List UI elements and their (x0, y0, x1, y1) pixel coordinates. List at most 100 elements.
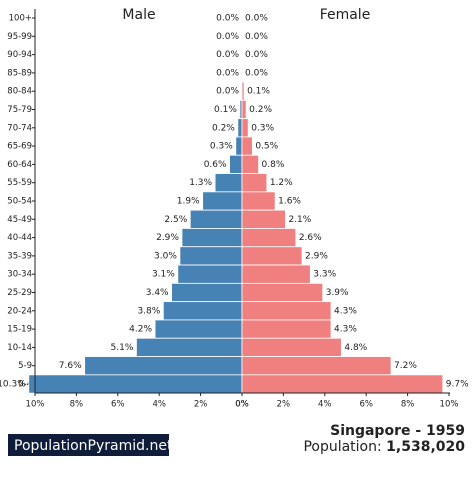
value-label: 3.1% (152, 270, 175, 280)
value-label: 4.3% (334, 325, 357, 335)
bar (84, 356, 243, 376)
bar (136, 337, 243, 357)
y-tick-label: 20-24 (7, 306, 32, 316)
y-tick-label: 5-9 (18, 361, 32, 371)
bar (241, 118, 249, 138)
bar (179, 246, 243, 266)
value-label: 7.2% (394, 361, 417, 371)
x-tick-label: 0% (235, 400, 249, 410)
value-label: 1.6% (278, 197, 301, 207)
y-tick-label: 0-4 (18, 380, 32, 390)
value-label: 0.0% (216, 50, 239, 60)
bar (241, 282, 324, 303)
bar (241, 154, 259, 174)
value-label: 10.3% (0, 380, 26, 390)
value-label: 0.5% (255, 142, 278, 152)
value-label: 1.9% (177, 197, 200, 207)
value-label: 2.9% (156, 233, 179, 243)
y-tick-label: 40-44 (7, 233, 32, 243)
x-tick-label: 2% (194, 400, 208, 410)
bar (28, 374, 243, 394)
y-tick-label: 35-39 (7, 251, 32, 261)
value-label: 0.0% (245, 32, 268, 42)
value-label: 2.6% (299, 233, 322, 243)
y-tick-label: 65-69 (7, 142, 32, 152)
x-tick-label: 0% (235, 400, 249, 410)
x-tick-label: 10% (440, 400, 459, 410)
value-label: 0.1% (214, 105, 237, 115)
x-tick-label: 2% (277, 400, 291, 410)
bar (241, 209, 286, 229)
y-tick-label: 100+ (9, 14, 32, 24)
male-title: Male (122, 7, 155, 23)
x-tick-label: 10% (26, 400, 45, 410)
bar (241, 319, 332, 339)
bar (202, 191, 243, 211)
bar (241, 337, 342, 357)
bar (241, 191, 276, 211)
y-tick-label: 30-34 (7, 270, 32, 280)
population-value: 1,538,020 (386, 439, 465, 455)
value-label: 0.1% (247, 87, 270, 97)
bar (181, 228, 243, 248)
bar (154, 319, 243, 339)
bar (189, 209, 243, 229)
value-label: 2.1% (288, 215, 311, 225)
y-tick-label: 10-14 (7, 343, 32, 353)
value-label: 0.3% (210, 142, 233, 152)
value-label: 3.9% (326, 288, 349, 298)
x-tick-label: 8% (70, 400, 84, 410)
bar (241, 99, 247, 120)
value-label: 1.2% (270, 178, 293, 188)
bar (241, 374, 444, 394)
value-label: 0.0% (216, 14, 239, 24)
value-label: 7.6% (59, 361, 82, 371)
value-label: 0.2% (249, 105, 272, 115)
bar (162, 301, 243, 321)
value-label: 0.0% (245, 50, 268, 60)
value-label: 3.4% (146, 288, 169, 298)
bar (241, 246, 303, 266)
y-tick-label: 85-89 (7, 68, 32, 78)
value-label: 4.3% (334, 306, 357, 316)
bar (237, 118, 243, 138)
value-label: 0.0% (216, 68, 239, 78)
value-label: 4.2% (129, 325, 152, 335)
y-tick-label: 60-64 (7, 160, 32, 170)
x-tick-label: 4% (152, 400, 166, 410)
value-label: 3.8% (137, 306, 160, 316)
population-label: Population: (303, 439, 381, 455)
y-tick-label: 25-29 (7, 288, 32, 298)
brand-box (8, 434, 169, 456)
x-tick-label: 4% (318, 400, 332, 410)
x-tick-label: 8% (401, 400, 415, 410)
bar (241, 81, 245, 101)
bar (241, 264, 311, 284)
value-label: 0.0% (216, 32, 239, 42)
value-label: 1.3% (189, 178, 212, 188)
y-tick-label: 70-74 (7, 123, 32, 133)
y-tick-label: 90-94 (7, 50, 32, 60)
y-tick-label: 55-59 (7, 178, 32, 188)
value-label: 0.3% (251, 123, 274, 133)
y-tick-label: 45-49 (7, 215, 32, 225)
value-label: 0.8% (262, 160, 285, 170)
female-title: Female (320, 7, 371, 23)
value-label: 0.0% (216, 87, 239, 97)
bar (241, 228, 297, 248)
value-label: 3.3% (313, 270, 336, 280)
bar (241, 173, 268, 193)
bar (241, 301, 332, 321)
value-label: 0.0% (245, 14, 268, 24)
value-label: 2.9% (305, 251, 328, 261)
bar (214, 173, 243, 193)
y-tick-label: 75-79 (7, 105, 32, 115)
value-label: 0.0% (245, 68, 268, 78)
value-label: 3.0% (154, 251, 177, 261)
footer-title: Singapore - 1959 (330, 423, 465, 439)
footer-population: Population: 1,538,020 (303, 439, 465, 455)
value-label: 0.6% (204, 160, 227, 170)
x-tick-label: 6% (111, 400, 125, 410)
value-label: 0.2% (212, 123, 235, 133)
